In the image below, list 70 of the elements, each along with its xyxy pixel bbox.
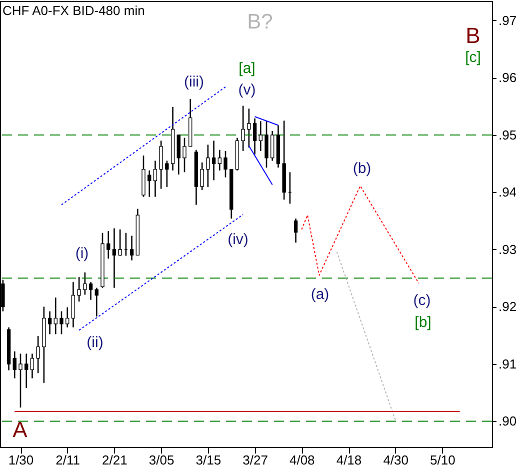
x-tick-label: 4/08 [289, 452, 315, 468]
candlestick [212, 140, 216, 181]
candlestick [130, 235, 134, 262]
candlestick [48, 310, 52, 335]
annotation: B [466, 23, 480, 48]
candlestick [88, 281, 93, 301]
x-tick-label: 1/30 [8, 452, 34, 468]
candlestick [36, 335, 40, 374]
candlestick [153, 160, 158, 198]
y-tick-label: .93 [498, 242, 516, 257]
y-tick-label: .96 [498, 70, 516, 86]
candlestick [66, 306, 70, 328]
candlestick [94, 287, 98, 318]
annotation: [c] [465, 48, 481, 66]
candlestick [264, 120, 268, 168]
annotation: [a] [238, 60, 256, 77]
candlestick [148, 170, 152, 198]
y-tick-label: .97 [498, 12, 516, 28]
y-tick-label: .95 [498, 127, 516, 142]
candlestick [118, 228, 122, 256]
annotation: (iv) [228, 231, 248, 248]
candlestick [83, 272, 87, 296]
candlestick [252, 118, 257, 156]
candlestick [182, 137, 186, 173]
x-tick-label: 3/27 [242, 452, 268, 468]
y-tick-label: .92 [498, 299, 516, 314]
annotation: (ii) [86, 334, 104, 352]
annotation: (v) [238, 81, 256, 98]
candlestick [206, 144, 210, 188]
annotation: (c) [413, 292, 431, 309]
annotation: A [12, 417, 28, 442]
candlestick [258, 120, 262, 152]
candlestick [224, 150, 228, 178]
x-tick-label: 3/05 [148, 452, 174, 468]
candlestick [270, 130, 274, 162]
candlestick [24, 353, 28, 389]
x-tick-label: 5/10 [430, 452, 456, 468]
candlestick [159, 140, 163, 190]
y-tick-label: .94 [498, 184, 516, 200]
candlestick [165, 160, 169, 188]
chart-title: CHF A0-FX BID-480 min [2, 3, 145, 18]
candlestick [218, 149, 222, 172]
annotation: [b] [414, 314, 432, 332]
x-tick-label: 4/18 [336, 452, 362, 468]
candlestick [18, 353, 22, 408]
y-tick-label: .90 [498, 414, 516, 429]
candlestick [71, 281, 76, 328]
candlestick [30, 353, 34, 379]
x-tick-label: 2/21 [102, 452, 128, 468]
candlestick [12, 350, 16, 379]
candlestick [241, 105, 245, 152]
x-tick-label: 4/30 [383, 452, 409, 468]
line-series [301, 185, 420, 284]
x-tick-label: 2/11 [56, 452, 80, 468]
candlestick [77, 276, 81, 302]
annotation: B? [247, 10, 273, 34]
annotation: (b) [352, 160, 372, 177]
candlestick [60, 310, 64, 335]
candlestick [54, 296, 58, 335]
candlestick [294, 218, 298, 244]
y-tick-label: .91 [498, 356, 516, 372]
candlestick [106, 230, 110, 260]
annotation: (i) [75, 244, 89, 262]
candlestick [247, 108, 251, 148]
candlestick [112, 228, 116, 288]
candlestick [200, 162, 204, 191]
annotation: (iii) [184, 73, 204, 90]
annotation: (a) [310, 286, 330, 304]
candlestick [176, 134, 180, 176]
x-tick-label: 3/15 [196, 452, 222, 468]
